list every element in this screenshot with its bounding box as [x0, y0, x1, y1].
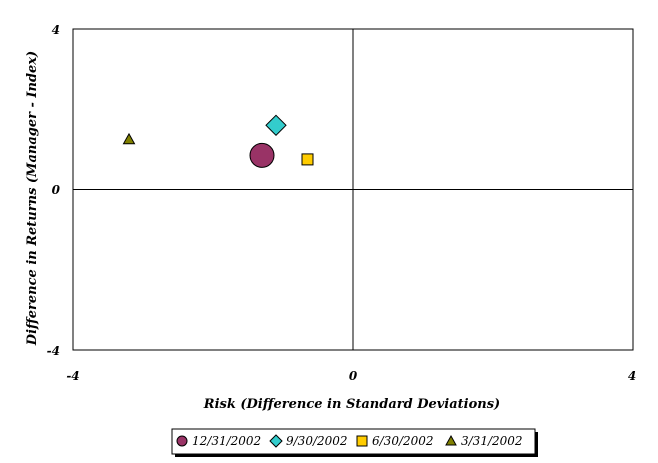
data-point-triangle-3 [122, 132, 136, 145]
legend-box [171, 428, 536, 455]
legend-marker-circle [176, 435, 188, 447]
x-axis-title: Risk (Difference in Standard Deviations) [203, 397, 500, 412]
x-tick-label-mid: 0 [349, 369, 358, 383]
plot-area [72, 28, 634, 351]
x-tick-label-right: 4 [628, 369, 636, 383]
data-point-circle-0 [249, 142, 275, 168]
y-axis-title: Difference in Returns (Manager - Index) [25, 51, 40, 346]
y-tick-label-top: 4 [52, 23, 60, 37]
y-tick-label-bottom: -4 [47, 344, 60, 358]
legend-marker-square [356, 435, 368, 447]
legend-label-3: 3/31/2002 [461, 434, 523, 448]
legend-marker-triangle [445, 434, 457, 446]
legend-marker-diamond [269, 434, 283, 448]
legend-label-2: 6/30/2002 [372, 434, 434, 448]
y-tick-label-mid: 0 [52, 183, 61, 197]
legend: 12/31/2002 9/30/2002 6/30/2002 3/31/2002 [171, 428, 538, 457]
data-point-diamond-1 [265, 114, 287, 137]
legend-label-0: 12/31/2002 [192, 434, 261, 448]
data-point-square-2 [301, 153, 314, 166]
x-tick-label-left: -4 [66, 369, 79, 383]
legend-items: 12/31/2002 9/30/2002 6/30/2002 3/31/2002 [176, 434, 523, 448]
legend-label-1: 9/30/2002 [286, 434, 348, 448]
